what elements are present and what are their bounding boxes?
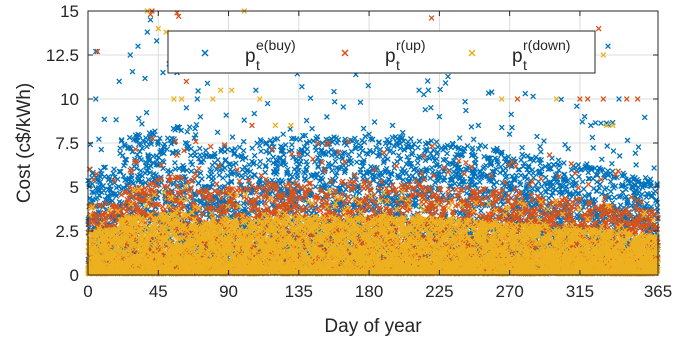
chart-container: 0459013518022527031536502.557.51012.515 … <box>0 0 697 341</box>
scatter-chart: 0459013518022527031536502.557.51012.515 … <box>0 0 697 341</box>
